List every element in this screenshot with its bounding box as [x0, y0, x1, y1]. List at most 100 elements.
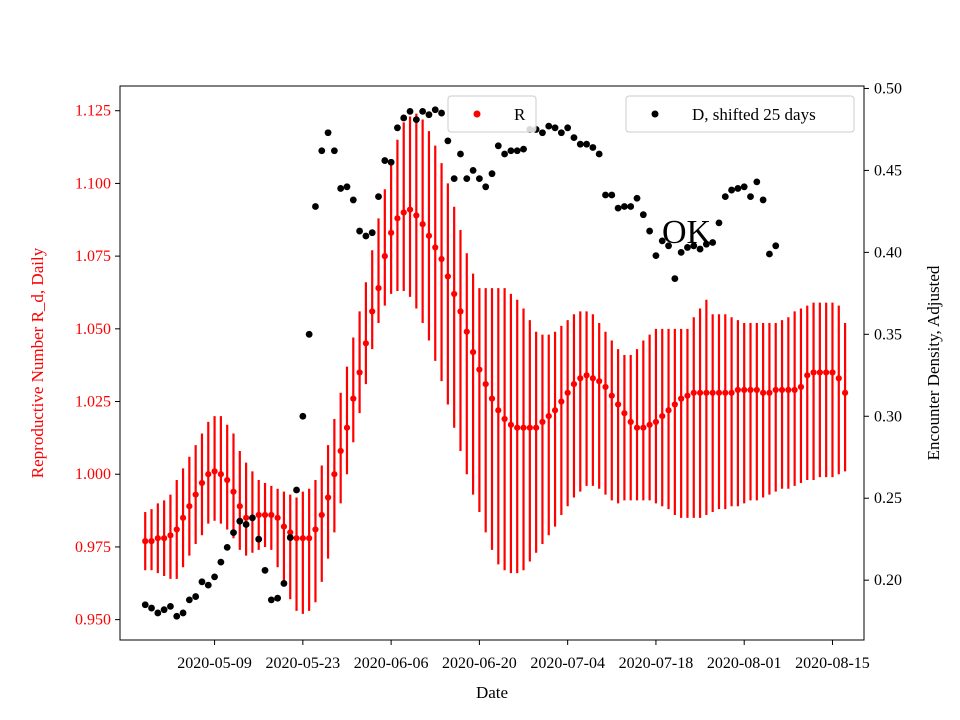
r-point [394, 215, 401, 222]
r-point [343, 424, 351, 431]
r-point [526, 424, 533, 431]
d-point [223, 543, 231, 551]
d-point [608, 191, 616, 199]
d-point [728, 186, 735, 194]
r-point [400, 209, 407, 216]
y-axis-left-label: Reproductive Number R_d, Daily [28, 247, 47, 478]
d-point [721, 193, 729, 201]
r-point [293, 535, 300, 542]
legend-r-marker [473, 110, 481, 118]
r-point [142, 538, 149, 545]
y-left-tick-label: 0.950 [75, 612, 111, 629]
r-point [350, 395, 357, 402]
r-point [797, 383, 805, 391]
y-axis-left: 0.950 0.975 1.000 1.025 1.050 1.075 1.100 1.125 [75, 103, 120, 629]
r-point [318, 511, 325, 519]
x-tick-label: 2020-06-20 [442, 655, 517, 672]
r-point [665, 407, 672, 414]
r-point [520, 424, 527, 431]
r-point [337, 447, 344, 455]
d-point [324, 129, 332, 137]
r-point [734, 386, 741, 394]
r-point [766, 389, 773, 396]
d-point [330, 147, 338, 155]
d-point [211, 573, 218, 581]
r-point [533, 424, 540, 431]
r-point [501, 415, 508, 423]
r-point [608, 392, 615, 399]
r-point [299, 535, 306, 542]
r-point [488, 395, 496, 402]
d-point [734, 185, 742, 192]
r-point [419, 221, 426, 228]
d-point [646, 227, 654, 235]
d-point [318, 147, 326, 155]
r-point [627, 418, 634, 425]
y-axis-right-label: Encounter Density, Adjusted [924, 265, 943, 460]
d-point [469, 167, 477, 174]
d-point [551, 124, 559, 132]
y-left-tick-label: 1.075 [75, 248, 111, 265]
y-right-tick-label: 0.25 [874, 490, 902, 507]
r-point [570, 380, 578, 388]
x-tick-label: 2020-08-15 [795, 655, 870, 672]
r-point [261, 511, 269, 519]
x-axis: 2020-05-09 2020-05-23 2020-06-06 2020-06-20… [177, 640, 870, 672]
r-point [652, 418, 660, 425]
legend-d-marker [651, 110, 659, 118]
d-point [633, 194, 641, 202]
d-point [715, 219, 723, 227]
d-point [766, 250, 773, 258]
d-point [261, 566, 269, 574]
d-point [141, 601, 149, 609]
d-point [702, 240, 710, 248]
r-point [816, 369, 823, 376]
legend-d: D, shifted 25 days [625, 95, 855, 133]
d-point [772, 242, 780, 250]
d-point [513, 147, 521, 155]
d-point [249, 514, 256, 522]
d-point [501, 150, 509, 158]
d-point [381, 157, 389, 164]
r-point [469, 348, 477, 356]
d-point [639, 211, 647, 219]
r-point [778, 386, 786, 394]
d-point [267, 596, 275, 604]
d-point [293, 486, 300, 494]
r-point [375, 285, 382, 292]
r-point [539, 418, 546, 425]
d-point [614, 204, 622, 212]
r-point [633, 424, 641, 431]
d-point [463, 175, 471, 183]
d-point [665, 242, 672, 250]
d-point [557, 129, 565, 137]
r-point [659, 412, 666, 420]
r-point [236, 503, 243, 510]
r-point [760, 389, 767, 396]
r-point [495, 407, 502, 414]
d-point [406, 108, 414, 115]
r-point [785, 386, 792, 394]
r-point [703, 389, 710, 396]
r-point [640, 424, 647, 431]
d-point [475, 175, 483, 183]
r-point [646, 421, 653, 428]
d-point [362, 232, 370, 240]
r-point [621, 410, 628, 417]
d-point [494, 142, 502, 150]
r-point [451, 290, 458, 298]
r-point [558, 398, 565, 405]
r-point [161, 535, 168, 542]
r-point [224, 476, 231, 484]
r-point [753, 386, 760, 394]
d-point [192, 593, 200, 600]
plot-area [141, 106, 849, 620]
r-point [274, 514, 281, 521]
r-point [823, 369, 830, 376]
r-point [331, 471, 338, 478]
r-point [482, 380, 489, 388]
y-left-tick-label: 1.125 [75, 103, 111, 120]
r-point [154, 535, 161, 542]
r-point [507, 421, 515, 428]
d-point [570, 134, 578, 142]
